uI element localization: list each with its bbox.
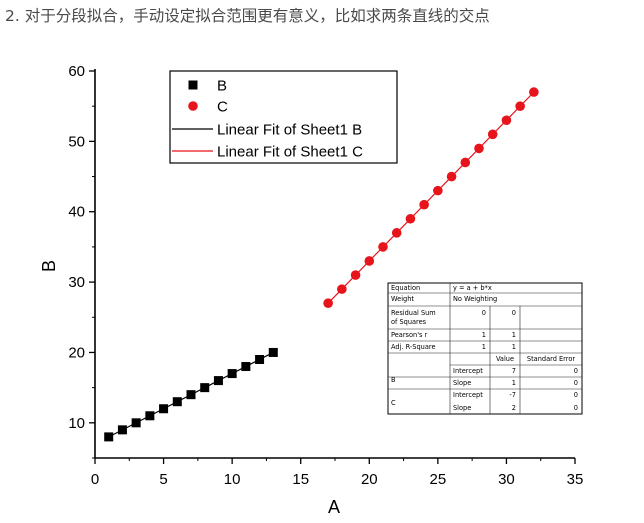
y-axis-label: B — [39, 260, 59, 272]
data-point — [227, 369, 237, 379]
table-label: Adj. R-Square — [391, 343, 436, 351]
data-point — [323, 298, 333, 309]
table-stderr: 0 — [574, 391, 578, 399]
y-tick-label: 40 — [68, 204, 85, 221]
data-point — [474, 143, 484, 154]
table-header: Standard Error — [527, 355, 575, 363]
legend-marker-square — [188, 80, 198, 90]
data-point — [460, 157, 471, 168]
data-point — [172, 397, 182, 407]
legend-label: Linear Fit of Sheet1 C — [217, 144, 363, 161]
legend-marker-circle — [188, 101, 198, 111]
table-cell: No Weighting — [453, 295, 497, 303]
x-tick-label: 35 — [567, 471, 584, 488]
y-tick-label: 10 — [68, 415, 85, 432]
fit-results-table: Equation y = a + b*x Weight No Weighting Res… — [387, 282, 583, 415]
table-cell: 1 — [512, 331, 516, 339]
data-point — [364, 256, 375, 266]
table-cell: 1 — [512, 343, 516, 351]
data-point — [200, 383, 210, 393]
table-label: Weight — [391, 295, 414, 303]
data-point — [117, 425, 127, 435]
x-tick-label: 0 — [91, 471, 99, 488]
table-group-label: C — [391, 399, 396, 407]
data-point — [501, 115, 512, 126]
table-cell: 1 — [482, 331, 486, 339]
y-tick-label: 30 — [68, 274, 85, 291]
data-point — [186, 390, 196, 400]
table-cell: 1 — [482, 343, 486, 351]
legend-box — [169, 70, 398, 164]
y-tick-label: 50 — [68, 133, 85, 150]
data-point — [145, 411, 155, 421]
data-point — [446, 171, 457, 182]
table-stderr: 0 — [574, 404, 578, 412]
table-param: Intercept — [453, 391, 483, 399]
table-param: Intercept — [453, 367, 483, 375]
data-point — [337, 284, 347, 294]
x-tick-label: 10 — [224, 471, 241, 488]
data-point — [529, 87, 539, 97]
data-point — [241, 362, 251, 372]
data-point — [391, 228, 402, 238]
table-cell: 0 — [482, 309, 486, 317]
table-cell: y = a + b*x — [453, 284, 492, 292]
table-header: Value — [496, 355, 514, 363]
data-point — [487, 129, 498, 140]
table-param: Slope — [453, 379, 471, 387]
table-stderr: 0 — [574, 379, 578, 387]
data-point — [515, 101, 525, 111]
table-border — [387, 282, 583, 415]
table-value: -7 — [509, 391, 516, 399]
legend-label: Linear Fit of Sheet1 B — [217, 122, 362, 139]
table-stderr: 0 — [574, 367, 578, 375]
data-point — [104, 432, 114, 442]
x-tick-label: 15 — [292, 471, 309, 488]
page-heading: 2. 对于分段拟合，手动设定拟合范围更有意义，比如求两条直线的交点 — [5, 7, 490, 25]
x-axis: 0 5 10 15 20 25 30 35 — [91, 458, 584, 488]
data-point — [350, 270, 361, 280]
data-points — [104, 87, 539, 442]
x-axis-label: A — [328, 497, 340, 517]
x-tick-label: 25 — [430, 471, 447, 488]
table-label: Equation — [391, 284, 420, 292]
table-label: Pearson's r — [391, 331, 428, 339]
table-group-label: B — [391, 376, 396, 384]
y-tick-label: 20 — [68, 344, 85, 361]
y-tick-label: 60 — [68, 63, 85, 80]
legend: BC Linear Fit of Sheet1 B Linear Fit of Sh… — [169, 70, 398, 164]
data-point — [213, 376, 223, 386]
legend-label: C — [217, 99, 228, 116]
fit-line — [327, 91, 535, 304]
data-point — [159, 404, 169, 414]
legend-label: B — [217, 78, 227, 95]
x-tick-label: 5 — [159, 471, 167, 488]
table-value: 7 — [512, 367, 516, 375]
table-value: 1 — [512, 379, 516, 387]
table-value: 2 — [512, 404, 516, 412]
data-point — [255, 354, 265, 364]
data-point — [131, 418, 141, 428]
x-tick-label: 30 — [498, 471, 515, 488]
data-point — [433, 185, 443, 196]
y-axis: 10 20 30 40 50 60 — [68, 63, 95, 459]
data-point — [378, 242, 388, 252]
data-point — [268, 347, 278, 357]
x-tick-label: 20 — [361, 471, 378, 488]
table-param: Slope — [453, 404, 471, 412]
data-point — [419, 199, 429, 210]
table-label: of Squares — [391, 318, 427, 326]
table-cell: 0 — [512, 309, 516, 317]
table-label: Residual Sum — [391, 309, 436, 317]
data-point — [405, 213, 416, 224]
